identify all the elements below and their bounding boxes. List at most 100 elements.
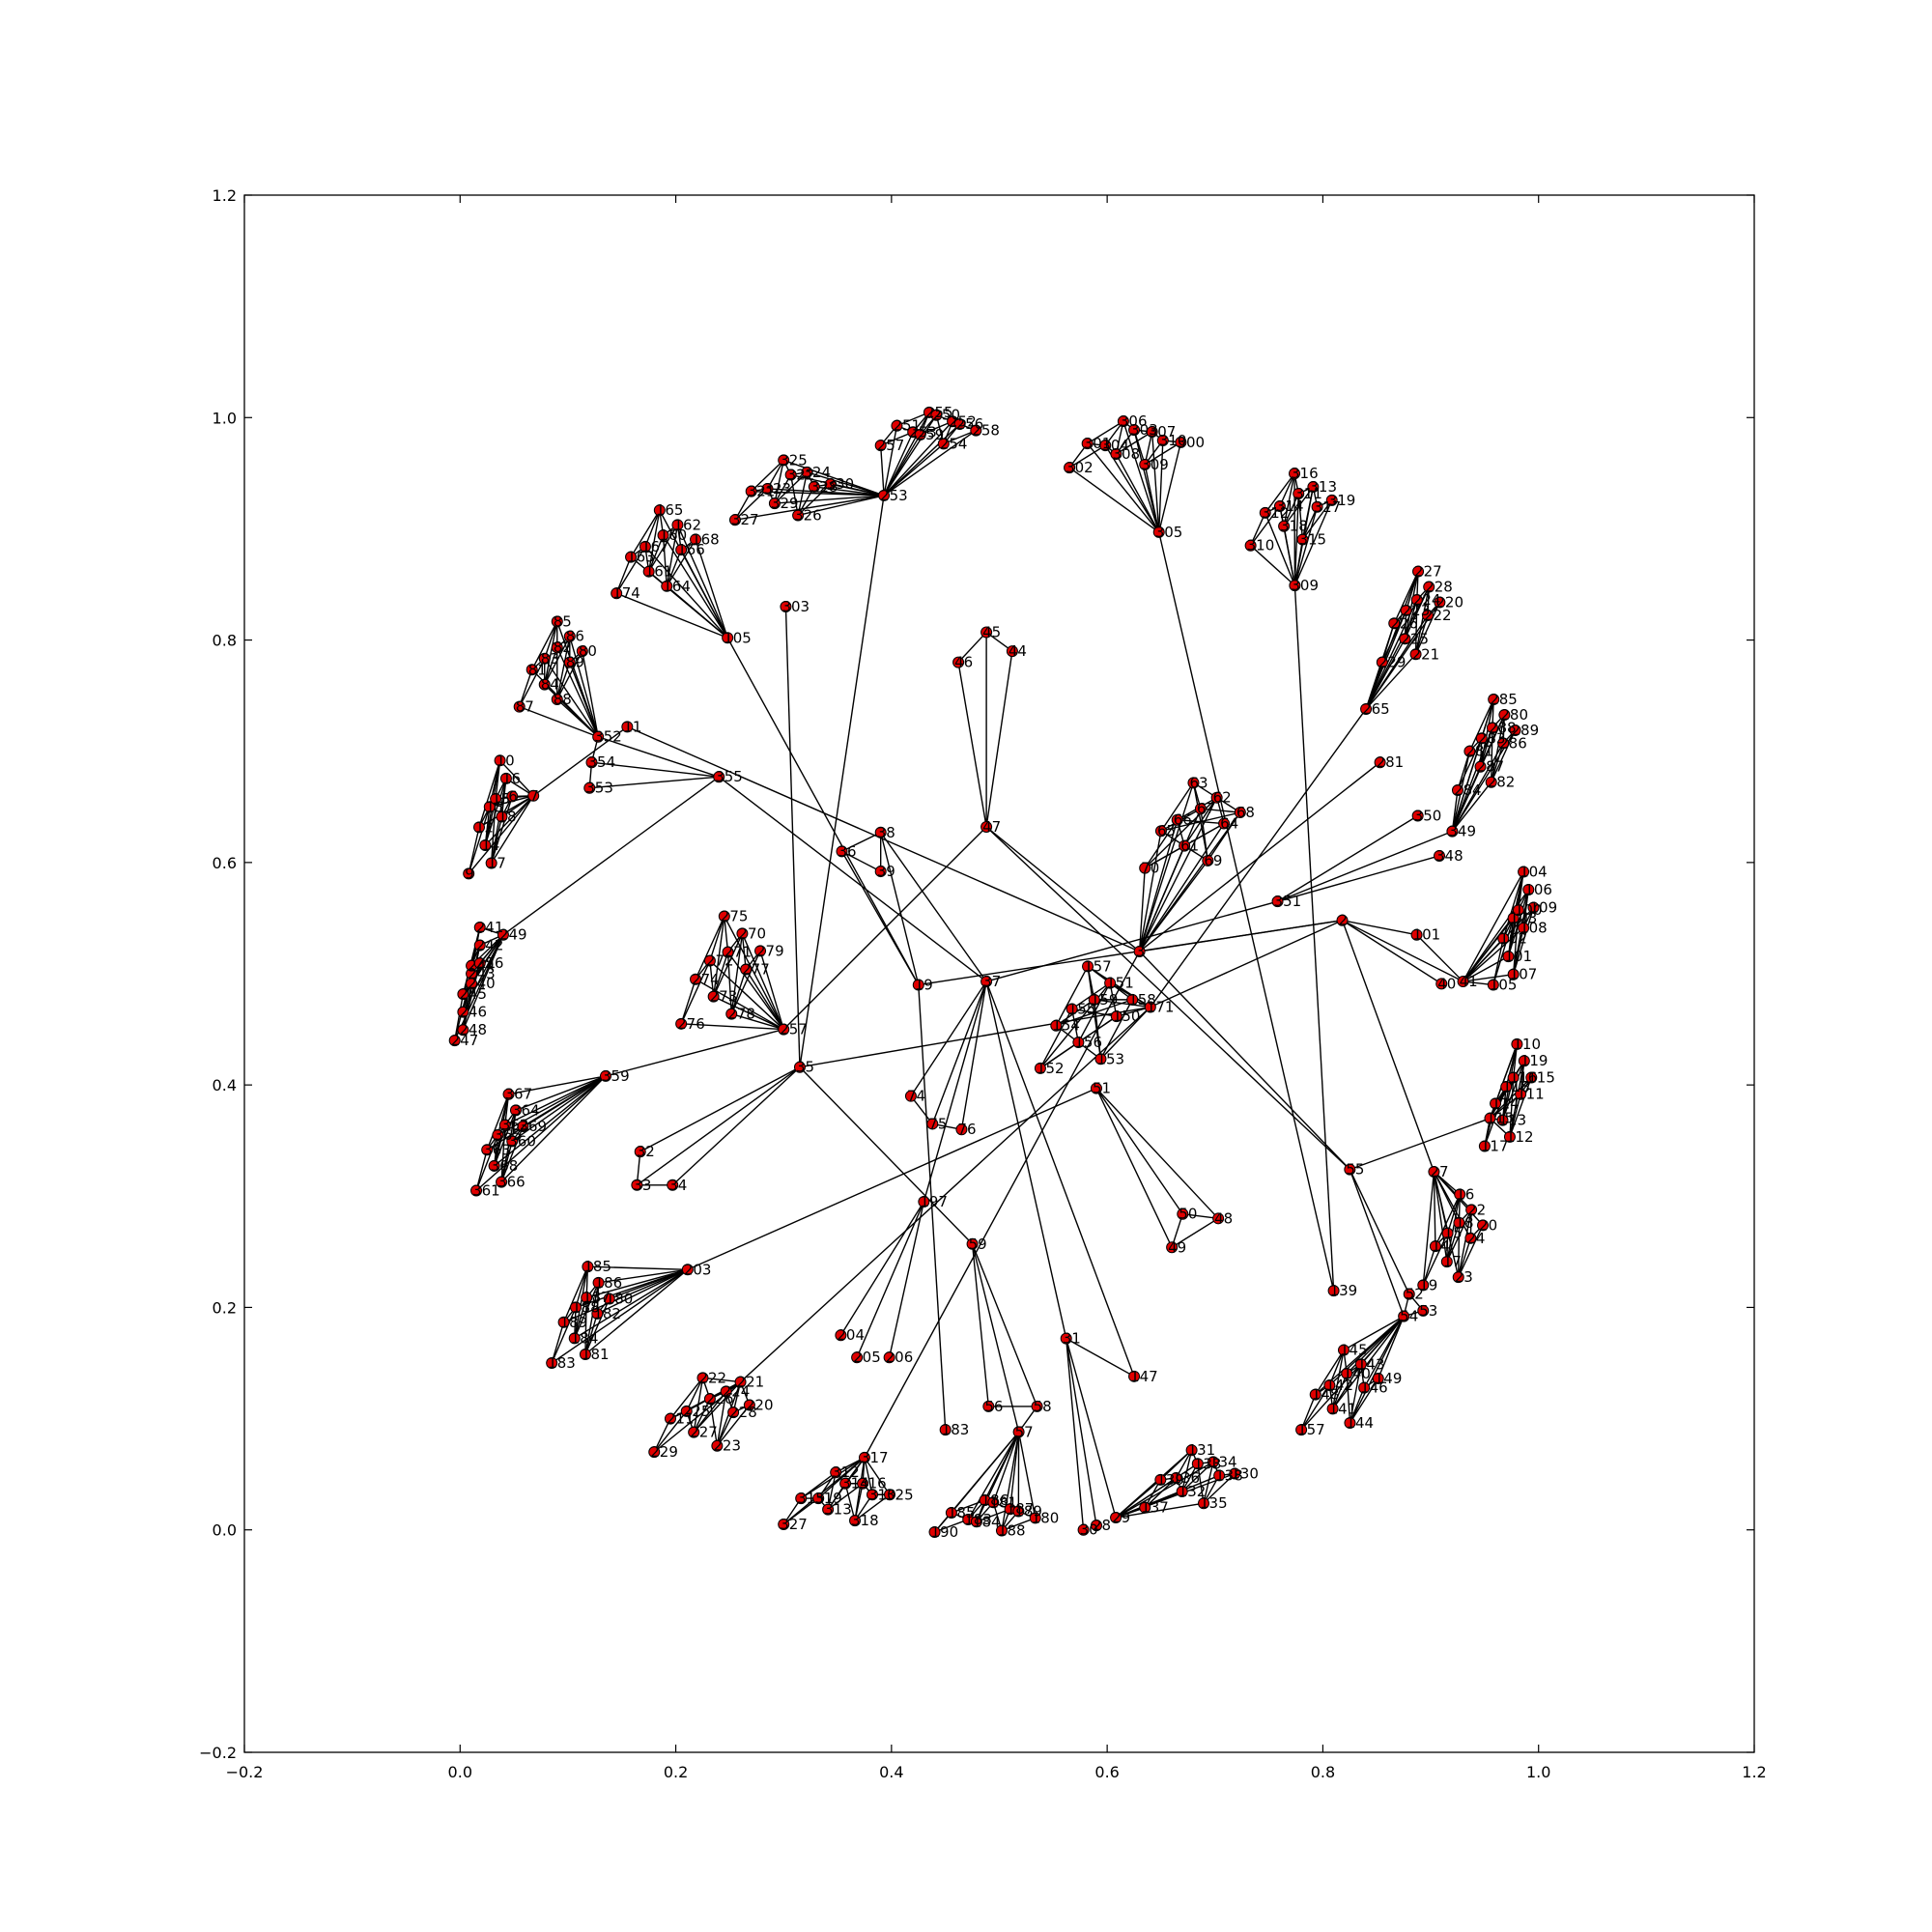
edge [985,900,1278,982]
edge [910,1095,933,1124]
node-label: 352 [594,728,622,746]
edge [1203,1472,1236,1504]
edge [615,556,632,594]
node-366 [496,1176,508,1188]
node-105 [722,632,734,644]
edge [504,1075,607,1126]
edge [609,1268,689,1300]
node-label: 166 [677,541,705,558]
node-label: 348 [1435,847,1463,865]
edge [1250,545,1295,586]
edge [563,1268,689,1323]
node-label: 18 [497,809,516,826]
node-label: 114 [1492,1094,1520,1112]
edge [1462,871,1524,982]
node-label: 10 [497,752,515,769]
edge [1115,453,1160,533]
node-17 [1440,1256,1453,1268]
node-label: 153 [1096,1050,1124,1067]
edge [745,969,784,1030]
edge [1350,1118,1491,1171]
node-label: 365 [494,1126,522,1144]
edge [1451,781,1492,833]
node-288 [1486,722,1498,734]
edge [1341,920,1435,1173]
node-label: 116 [1510,1068,1538,1086]
edge [971,1243,1038,1407]
node-label: 85 [554,612,572,630]
node-187 [581,1292,593,1304]
edge [1139,797,1218,952]
edge [582,650,599,737]
edge [918,920,1343,986]
node-80 [576,645,588,658]
node-44 [1006,645,1018,658]
edge [1433,1171,1436,1247]
node-211 [664,1412,676,1425]
node-label: 220 [1435,594,1463,611]
node-label: 162 [673,516,701,533]
edge [1446,1194,1461,1234]
node-313 [822,1503,835,1516]
node-135 [1198,1497,1210,1510]
node-182 [591,1307,604,1320]
edge [1144,464,1160,533]
node-224 [720,1385,732,1398]
edge [1139,823,1225,952]
edge [639,1066,801,1152]
edge [879,445,885,496]
edge [864,951,1141,1459]
edge [957,662,987,828]
edge [1181,1461,1214,1492]
edge [841,832,881,852]
node-label: 255 [925,404,953,421]
node-label: 188 [572,1298,600,1316]
node-154 [1050,1019,1063,1032]
node-155 [1065,1003,1078,1015]
node-303 [780,601,792,613]
node-label: 183 [548,1354,576,1372]
node-label: 257 [780,1021,808,1038]
node-label: 59 [969,1236,987,1253]
node-55 [1344,1163,1356,1176]
node-label: 315 [1298,531,1326,549]
edge [883,430,977,497]
node-242 [473,939,486,952]
node-325 [778,454,790,467]
edge [817,1457,866,1499]
node-label: 317 [1314,498,1342,516]
edge [864,1457,891,1495]
edge [630,509,661,557]
node-133 [1191,1458,1204,1470]
edge [493,1110,517,1167]
node-329 [768,497,781,510]
node-label: 251 [893,417,921,435]
node-257 [874,440,887,452]
node-32 [634,1146,646,1158]
node-3 [1133,945,1146,957]
node-label: 34 [668,1177,687,1194]
node-53 [1417,1304,1430,1317]
node-101 [1502,951,1515,963]
edge [726,952,732,1014]
edge [499,759,534,797]
edge [807,471,885,497]
edge [943,429,977,445]
node-label: 276 [677,1015,705,1033]
node-label: 229 [650,1443,678,1461]
edge [1328,1350,1345,1386]
node-label: 134 [1209,1453,1237,1470]
edge [1416,934,1464,982]
edge [501,795,534,818]
edge [712,916,725,997]
node-label: 288 [1489,719,1517,736]
node-189 [557,1316,570,1328]
node-label: 58 [1034,1398,1052,1415]
node-label: 16 [1456,1185,1474,1203]
edge [1293,493,1299,586]
node-189 [1012,1505,1025,1518]
node-350 [1411,810,1424,822]
edge [1509,1077,1532,1138]
node-118 [1500,1081,1513,1094]
edge [544,621,558,659]
